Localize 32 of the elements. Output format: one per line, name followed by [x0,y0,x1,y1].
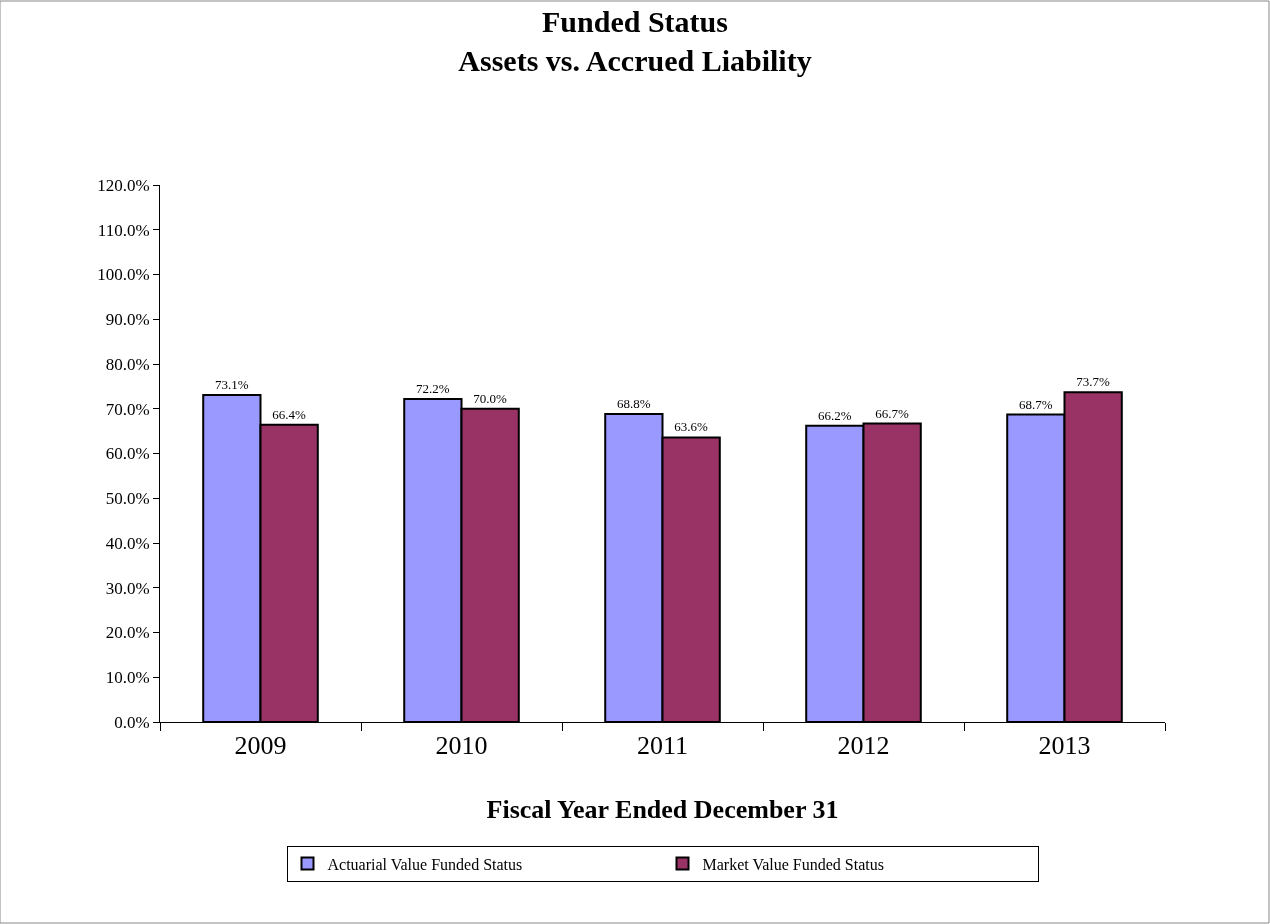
x-tick-label: 2012 [837,731,890,761]
data-label: 66.7% [875,405,910,421]
y-tick-label: 50.0% [105,489,150,509]
y-tick-label: 70.0% [105,399,150,419]
y-tick-label: 60.0% [105,444,150,464]
legend-label: Market Value Funded Status [702,855,884,873]
data-label: 63.6% [674,419,709,435]
x-tick-label: 2010 [435,731,488,761]
legend-label: Actuarial Value Funded Status [327,855,523,873]
y-tick-label: 20.0% [105,623,150,643]
chart-title: Funded Status Assets vs. Accrued Liability [458,5,812,78]
data-label: 73.7% [1076,374,1111,390]
data-label: 73.1% [214,376,249,392]
data-label: 66.4% [272,406,307,422]
y-tick-label: 100.0% [97,265,150,285]
data-label: 68.7% [1018,396,1053,412]
x-tick-label: 2011 [636,731,689,761]
y-tick-label: 10.0% [105,668,150,688]
data-label: 68.8% [616,396,651,412]
y-tick-label: 30.0% [105,578,150,598]
x-tick-label: 2009 [234,731,287,761]
data-label: 72.2% [415,380,450,396]
y-tick-label: 110.0% [97,220,150,240]
x-axis-title: Fiscal Year Ended December 31 [486,794,839,824]
y-tick-label: 80.0% [105,354,150,374]
y-tick-label: 120.0% [97,175,150,195]
y-tick-label: 0.0% [114,712,150,732]
data-label: 70.0% [473,390,508,406]
y-tick-label: 40.0% [105,533,150,553]
x-tick-label: 2013 [1038,731,1091,761]
y-tick-label: 90.0% [105,310,150,330]
data-label: 66.2% [817,407,852,423]
